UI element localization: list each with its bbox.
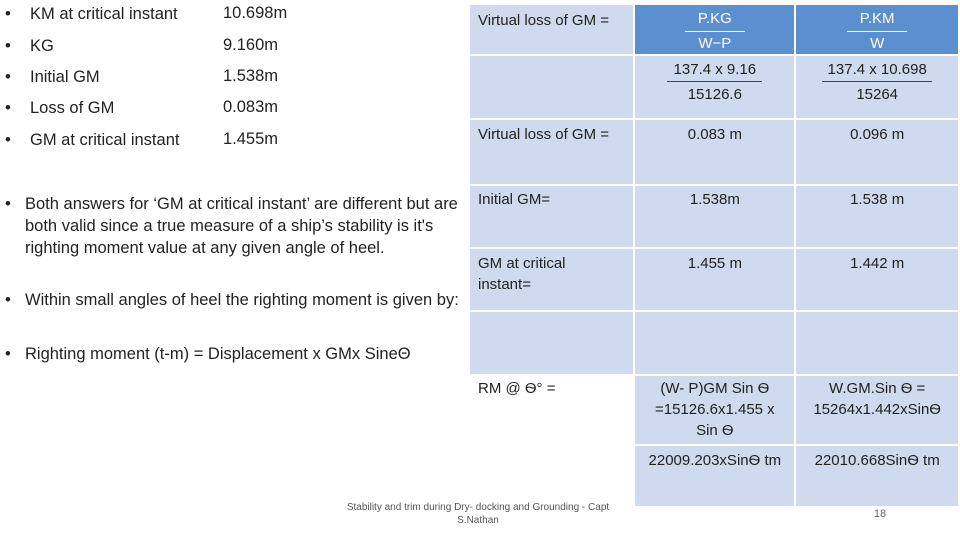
table-cell: RM @ Ѳ° = xyxy=(467,374,636,446)
calc-denominator: 15126.6 xyxy=(687,86,742,103)
paragraph-text: Righting moment (t-m) = Displacement x G… xyxy=(25,345,411,363)
table-cell: Virtual loss of GM = xyxy=(467,118,636,186)
item-label: Initial GM xyxy=(30,68,100,86)
row-label: Initial GM= xyxy=(478,191,551,208)
item-label: GM at critical instant xyxy=(30,131,180,149)
paragraph-text: Both answers for ‘GM at critical instant… xyxy=(25,195,458,257)
item-label: KM at critical instant xyxy=(30,5,178,23)
formula-numerator: P.KG xyxy=(697,10,732,27)
bullet: • xyxy=(5,345,11,363)
table-cell xyxy=(794,310,960,376)
table-row: 137.4 x 9.16 15126.6 137.4 x 10.698 1526… xyxy=(467,54,960,120)
rm-expression: (W- P)GM Sin Ѳ =15126.6x1.455 x Sin Ѳ xyxy=(654,380,775,439)
table-row: Virtual loss of GM = 0.083 m 0.096 m xyxy=(467,118,960,186)
calc-numerator: 137.4 x 9.16 xyxy=(673,61,757,78)
loss-value: 0.096 m xyxy=(850,126,905,143)
table-cell: 22010.668SinѲ tm xyxy=(794,444,960,508)
table-cell: 0.083 m xyxy=(633,118,797,186)
table-cell xyxy=(633,310,797,376)
rm-result: 22009.203xSinѲ tm xyxy=(648,452,782,469)
item-value: 1.455m xyxy=(223,130,279,148)
table-cell: Virtual loss of GM = xyxy=(467,3,636,56)
item-label: Loss of GM xyxy=(30,99,115,117)
paragraph-text: Within small angles of heel the righting… xyxy=(25,291,459,309)
calc-numerator: 137.4 x 10.698 xyxy=(827,61,927,78)
table-cell: W.GM.Sin Ѳ = 15264x1.442xSinѲ xyxy=(794,374,960,446)
table-row: Virtual loss of GM = P.KG W−P P.KM W xyxy=(467,3,960,56)
bullet: • xyxy=(5,99,11,117)
formula-numerator: P.KM xyxy=(859,10,895,27)
fraction-line xyxy=(684,31,745,32)
table-cell: (W- P)GM Sin Ѳ =15126.6x1.455 x Sin Ѳ xyxy=(633,374,797,446)
table-cell: 1.442 m xyxy=(794,247,960,312)
initial-gm-value: 1.538m xyxy=(689,191,740,208)
item-value: 1.538m xyxy=(223,67,279,85)
formula-header-cell: P.KM W xyxy=(794,3,960,56)
row-label: Virtual loss of GM = xyxy=(478,12,610,29)
formula-denominator: W xyxy=(870,35,885,52)
table-cell: 0.096 m xyxy=(794,118,960,186)
bullet: • xyxy=(5,291,11,309)
table-row: Initial GM= 1.538m 1.538 m xyxy=(467,184,960,249)
table-cell: 1.538 m xyxy=(794,184,960,249)
table-cell: 1.538m xyxy=(633,184,797,249)
loss-value: 0.083 m xyxy=(687,126,742,143)
explanation-paragraph: • Both answers for ‘GM at critical insta… xyxy=(5,193,465,259)
table-cell xyxy=(467,54,636,120)
item-value: 0.083m xyxy=(223,98,279,116)
table-row: GM at critical instant= 1.455 m 1.442 m xyxy=(467,247,960,312)
table-cell: 22009.203xSinѲ tm xyxy=(633,444,797,508)
fraction-line xyxy=(822,81,933,82)
item-value: 9.160m xyxy=(223,36,279,54)
item-label: KG xyxy=(30,37,54,55)
row-label: RM @ Ѳ° = xyxy=(478,380,556,397)
formula-header-cell: P.KG W−P xyxy=(633,3,797,56)
table-cell xyxy=(467,310,636,376)
bullet: • xyxy=(5,131,11,149)
table-cell: GM at critical instant= xyxy=(467,247,636,312)
bullet: • xyxy=(5,5,11,23)
table-row: RM @ Ѳ° = (W- P)GM Sin Ѳ =15126.6x1.455 … xyxy=(467,374,960,446)
calc-denominator: 15264 xyxy=(856,86,899,103)
rm-result: 22010.668SinѲ tm xyxy=(814,452,940,469)
table-cell xyxy=(467,444,636,508)
table-row: 22009.203xSinѲ tm 22010.668SinѲ tm xyxy=(467,444,960,508)
slide-footer: Stability and trim during Dry- docking a… xyxy=(346,502,610,526)
gm-critical-value: 1.455 m xyxy=(687,255,742,272)
formula-denominator: W−P xyxy=(698,35,732,52)
table-cell: Initial GM= xyxy=(467,184,636,249)
calc-cell: 137.4 x 10.698 15264 xyxy=(794,54,960,120)
rm-expression: W.GM.Sin Ѳ = 15264x1.442xSinѲ xyxy=(813,380,941,418)
righting-moment-formula: • Righting moment (t-m) = Displacement x… xyxy=(5,343,475,365)
bullet: • xyxy=(5,68,11,86)
gm-critical-value: 1.442 m xyxy=(850,255,905,272)
initial-gm-value: 1.538 m xyxy=(850,191,905,208)
table-row xyxy=(467,310,960,376)
calc-cell: 137.4 x 9.16 15126.6 xyxy=(633,54,797,120)
page-number: 18 xyxy=(873,508,887,520)
bullet: • xyxy=(5,37,11,55)
righting-moment-note: • Within small angles of heel the righti… xyxy=(5,289,465,311)
fraction-line xyxy=(667,81,763,82)
fraction-line xyxy=(847,31,908,32)
bullet: • xyxy=(5,195,11,213)
row-label: GM at critical instant= xyxy=(478,255,566,293)
row-label: Virtual loss of GM = xyxy=(478,126,610,143)
table-cell: 1.455 m xyxy=(633,247,797,312)
gm-comparison-table: Virtual loss of GM = P.KG W−P P.KM W 137… xyxy=(467,3,960,508)
item-value: 10.698m xyxy=(223,4,288,22)
